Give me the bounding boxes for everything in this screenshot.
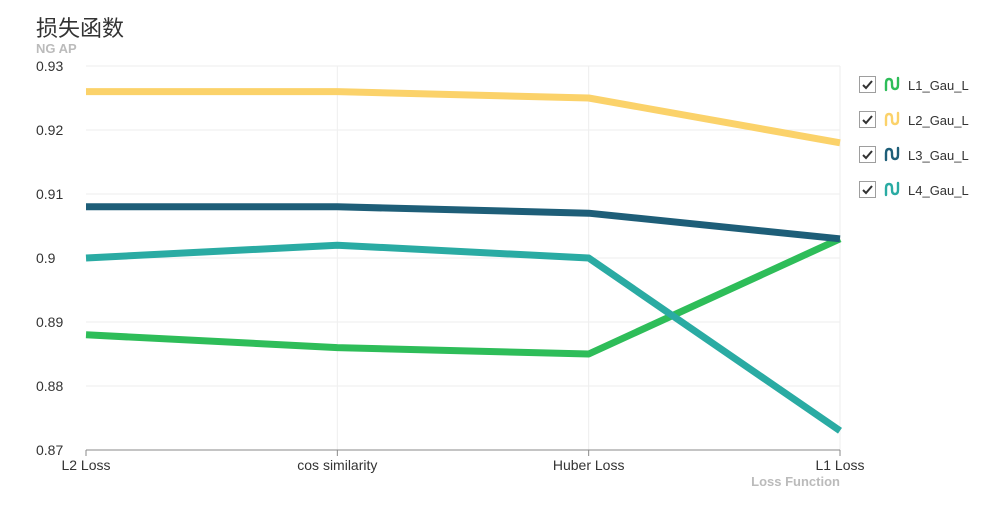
y-tick-label: 0.89	[36, 314, 63, 330]
series-line-l1-gau-l	[85, 235, 842, 358]
grid-lines	[86, 65, 841, 450]
series-line-l4-gau-l	[85, 241, 842, 434]
x-axis: L2 Loss cos similarity Huber Loss L1 Loss	[61, 449, 865, 473]
y-tick-label: 0.93	[36, 58, 63, 74]
y-tick-label: 0.87	[36, 442, 63, 458]
legend-item-l2-gau-l[interactable]: L2_Gau_L	[859, 111, 969, 129]
y-axis-title: NG AP	[36, 41, 77, 56]
legend-checkbox[interactable]	[859, 111, 876, 128]
y-tick-label: 0.9	[36, 250, 56, 266]
legend-checkbox[interactable]	[859, 76, 876, 93]
chart-title: 损失函数	[36, 17, 124, 42]
legend-label: L1_Gau_L	[908, 78, 969, 93]
check-icon	[862, 185, 873, 195]
y-tick-label: 0.88	[36, 378, 63, 394]
series-wave-icon	[884, 111, 900, 127]
legend-checkbox[interactable]	[859, 181, 876, 198]
legend: L1_Gau_L L2_Gau_L L3_Gau_L L4_Gau_L	[859, 76, 969, 199]
series-wave-icon	[884, 76, 900, 92]
series-wave-icon	[884, 181, 900, 197]
y-tick-label: 0.91	[36, 186, 63, 202]
x-tick-label: L1 Loss	[815, 457, 864, 473]
series-lines	[85, 88, 842, 434]
series-line-l2-gau-l	[86, 88, 841, 147]
x-tick-label: Huber Loss	[553, 457, 625, 473]
check-icon	[862, 115, 873, 125]
legend-label: L2_Gau_L	[908, 113, 969, 128]
legend-item-l4-gau-l[interactable]: L4_Gau_L	[859, 181, 969, 199]
y-tick-label: 0.92	[36, 122, 63, 138]
legend-item-l1-gau-l[interactable]: L1_Gau_L	[859, 76, 969, 94]
legend-label: L4_Gau_L	[908, 183, 969, 198]
x-tick-label: cos similarity	[297, 457, 377, 473]
legend-checkbox[interactable]	[859, 146, 876, 163]
check-icon	[862, 150, 873, 160]
series-line-l3-gau-l	[86, 203, 841, 243]
legend-label: L3_Gau_L	[908, 148, 969, 163]
legend-item-l3-gau-l[interactable]: L3_Gau_L	[859, 146, 969, 164]
series-wave-icon	[884, 146, 900, 162]
x-axis-title: Loss Function	[751, 474, 840, 489]
check-icon	[862, 80, 873, 90]
y-axis: 0.87 0.88 0.89 0.9 0.91 0.92 0.93	[36, 58, 63, 458]
x-tick-label: L2 Loss	[61, 457, 110, 473]
